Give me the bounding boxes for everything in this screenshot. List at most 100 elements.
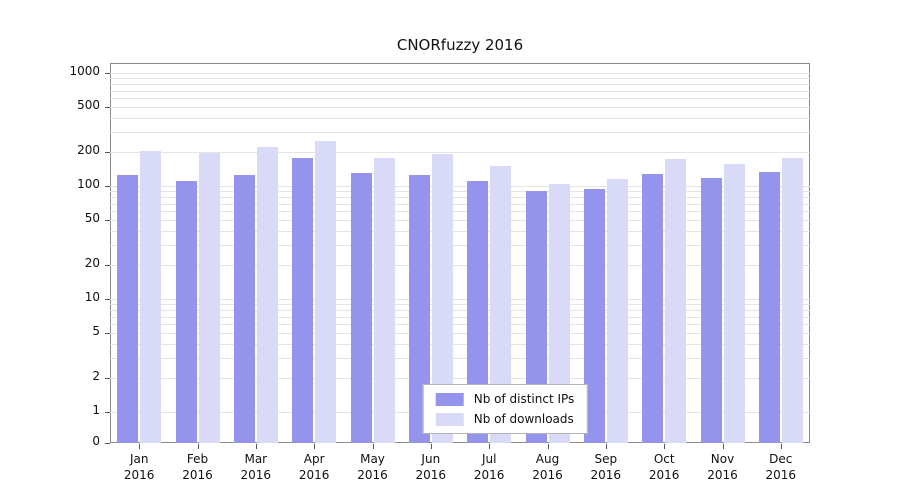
y-axis-tick [105,412,110,413]
legend-swatch-distinct-ips [435,392,464,406]
x-axis-label-month: Jul [481,452,497,466]
y-axis-tick-label: 10 [84,290,100,304]
x-axis-label-year: 2016 [648,468,680,482]
gridline [110,118,810,119]
chart-title: CNORfuzzy 2016 [396,36,524,54]
y-axis-tick-label: 2 [92,369,100,383]
x-axis-tick [722,444,724,449]
x-axis-tick [139,444,141,449]
x-axis-label-year: 2016 [532,468,563,482]
y-axis-tick-label: 1 [92,403,100,417]
bar-downloads [256,147,278,443]
x-axis-label-month: Oct [653,452,675,466]
bar-distinct-ips [525,191,547,443]
gridline [110,324,810,326]
y-axis-tick-label: 100 [77,177,100,191]
y-axis-tick [105,186,110,187]
bar-distinct-ips [700,177,722,443]
bar-downloads [665,159,687,443]
gridline [110,358,810,360]
bar-distinct-ips [758,171,780,443]
x-axis-label-month: Aug [535,452,560,466]
gridline [110,378,810,379]
x-axis-label-year: 2016 [473,468,505,482]
gridline [110,316,810,318]
bar-distinct-ips [175,181,197,443]
x-axis-tick [197,444,199,449]
bar-distinct-ips [233,174,255,443]
y-axis-tick-label: 1000 [69,64,100,78]
x-axis-label-year: 2016 [298,468,330,482]
bar-downloads [490,165,512,443]
x-axis-tick [255,444,257,449]
gridline [110,186,810,187]
x-axis-label-month: Dec [769,452,793,466]
y-axis-tick [105,220,110,221]
gridline [110,231,810,232]
x-axis-label-year: 2016 [765,468,797,482]
x-axis-tick [547,444,549,449]
bar-distinct-ips [350,173,372,443]
y-axis-tick-label: 200 [77,143,100,157]
bar-distinct-ips [642,173,664,443]
gridline [110,344,810,345]
y-axis-tick [105,152,110,153]
y-axis-tick [105,107,110,108]
gridline [110,90,810,92]
bar-distinct-ips [117,175,139,443]
legend-swatch-downloads [435,412,464,426]
x-axis-label-month: Mar [244,452,268,466]
gridline [110,197,810,198]
gridline [110,191,810,193]
gridline [110,299,810,300]
bar-downloads [431,154,453,443]
y-axis-tick-label: 0 [92,434,100,448]
legend-item-downloads: Nb of downloads [435,412,575,426]
y-axis-tick [105,378,110,379]
bar-downloads [548,184,570,443]
x-axis-label-month: Feb [186,452,209,466]
x-axis-label-year: 2016 [240,468,272,482]
x-axis-tick [314,444,316,449]
legend-item-distinct-ips: Nb of distinct IPs [435,392,574,406]
gridline [110,107,810,108]
x-axis-label-year: 2016 [357,468,388,482]
plot-area-border [110,63,810,443]
legend-label-downloads: Nb of downloads [473,412,574,426]
gridline [110,84,810,85]
bar-distinct-ips [292,157,314,443]
gridline [110,203,810,205]
x-axis-label-year: 2016 [707,468,738,482]
gridline [110,78,810,80]
bar-distinct-ips [583,188,605,443]
bar-downloads [606,179,628,443]
bar-distinct-ips [408,174,430,443]
x-axis-tick [430,444,432,449]
x-axis-label-year: 2016 [123,468,155,482]
x-axis-tick [372,444,374,449]
y-axis-tick [105,265,110,266]
y-axis-tick-label: 20 [84,256,100,270]
gridline [110,73,810,74]
x-axis-tick [664,444,666,449]
gridline [110,265,810,266]
bar-downloads [781,157,803,443]
x-axis-label-month: Nov [710,452,735,466]
bar-distinct-ips [467,181,489,443]
x-axis-tick [489,444,491,449]
gridline [110,132,810,134]
y-axis-tick-label: 50 [84,211,100,225]
y-axis-tick-label: 500 [77,98,100,112]
y-axis-tick-label: 5 [92,324,100,338]
gridline [110,152,810,153]
gridline [110,211,810,213]
bar-downloads [140,150,162,443]
x-axis-label-month: Apr [303,452,325,466]
bar-downloads [198,153,220,443]
x-axis-label-month: Sep [594,452,618,466]
y-axis-tick [105,443,110,444]
y-axis-tick [105,299,110,300]
x-axis-label-year: 2016 [182,468,213,482]
bar-downloads [315,140,337,443]
